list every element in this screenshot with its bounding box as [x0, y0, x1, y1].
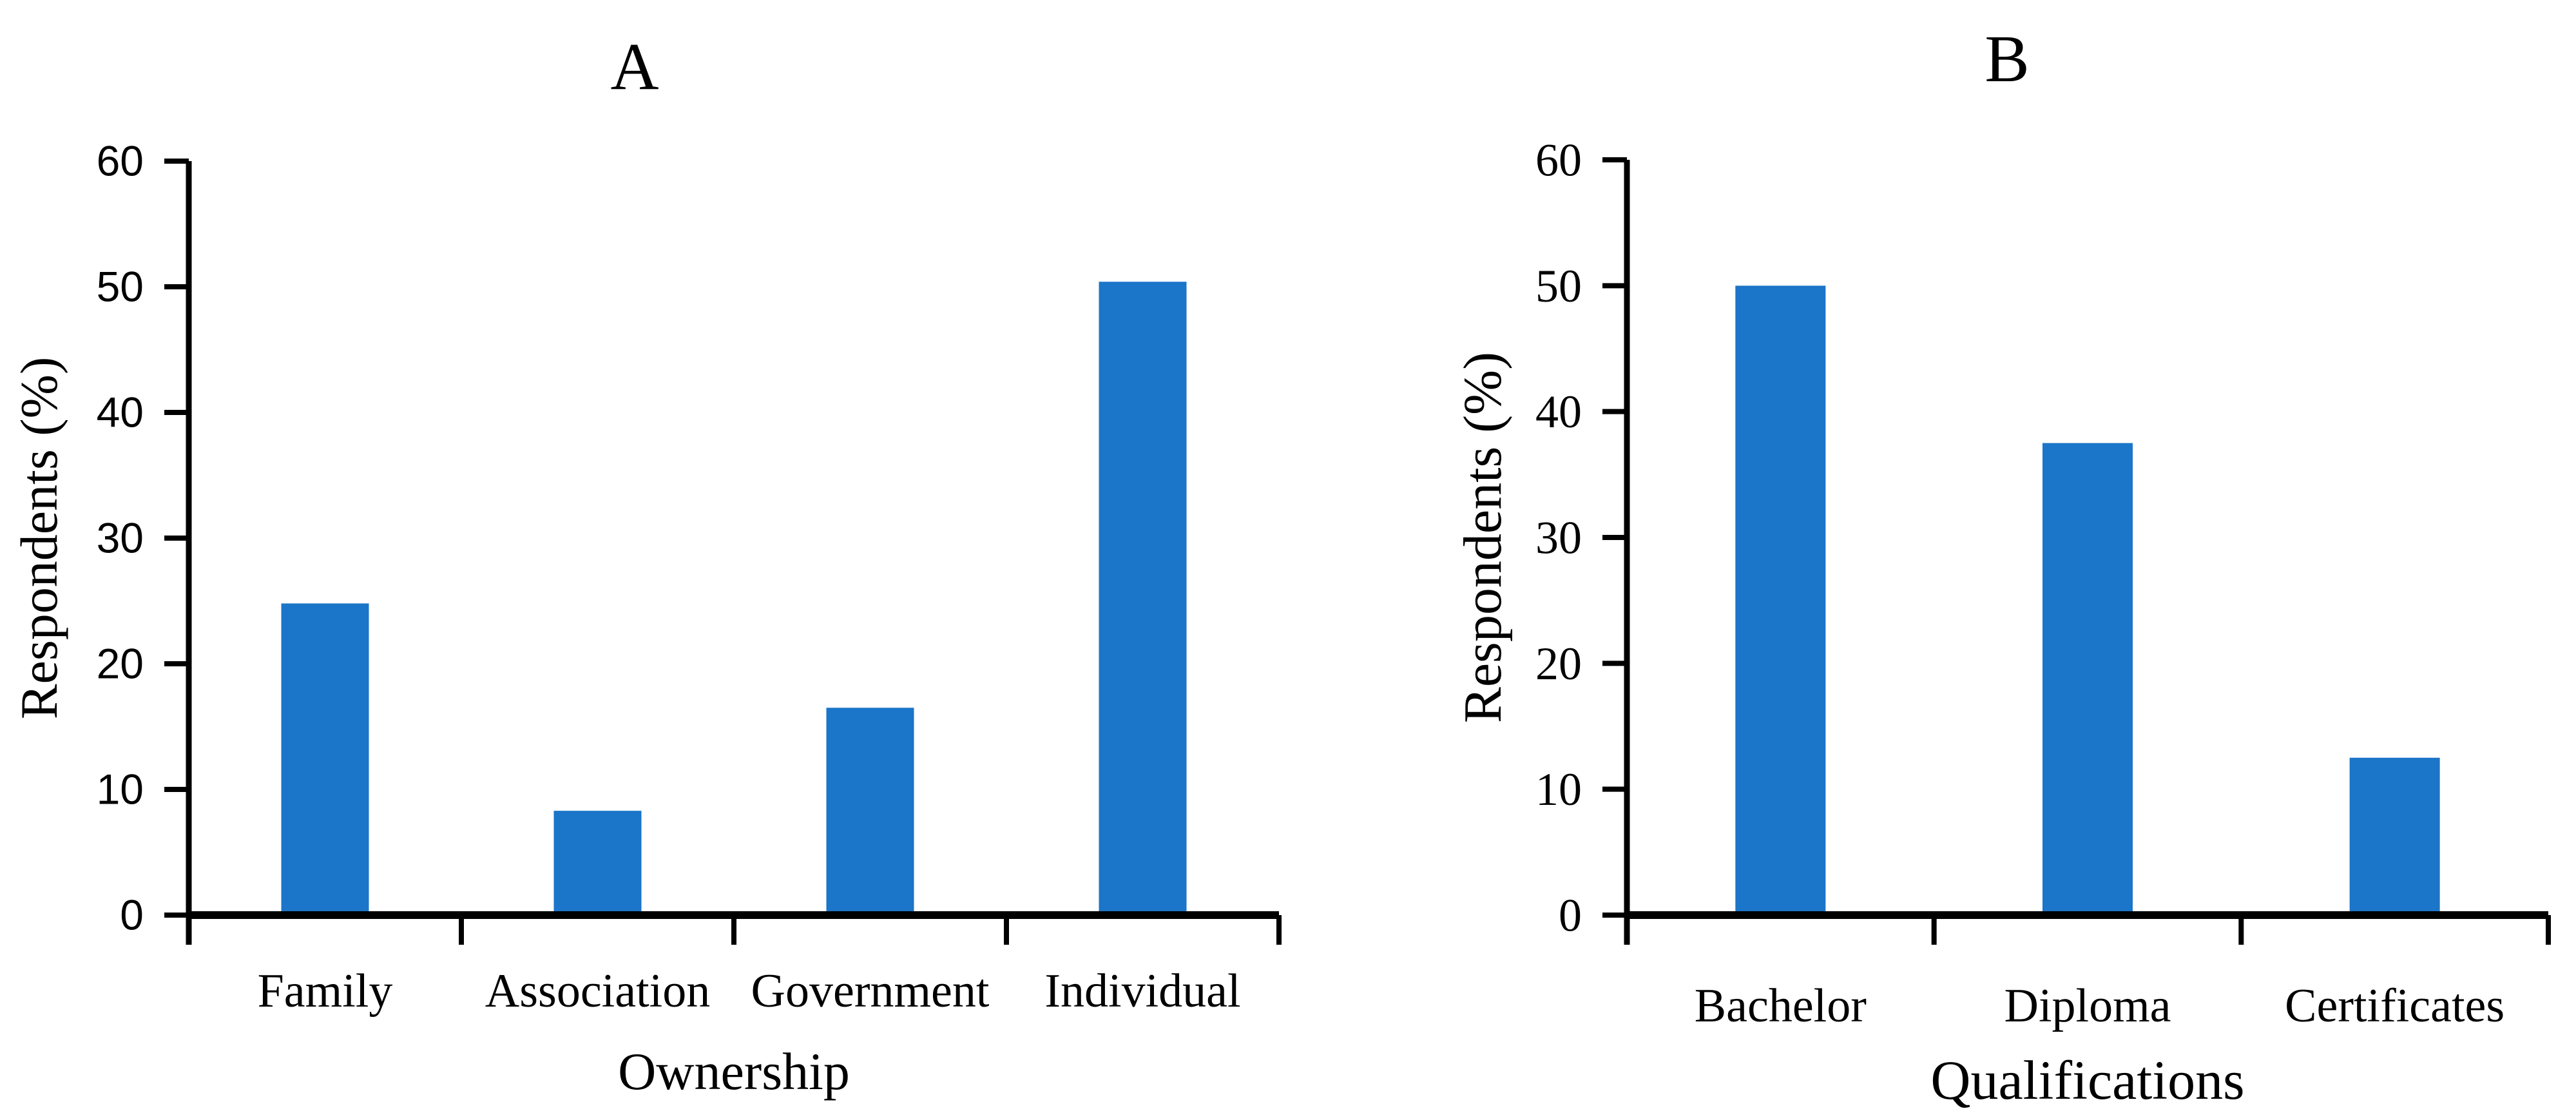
y-axis-title: Respondents (%): [1453, 352, 1513, 723]
y-tick-label: 50: [97, 262, 144, 310]
bar-chart-b: B 0 10 20 30 40 50 60 Bachelor Diploma Certificate…: [1453, 22, 2551, 1111]
y-tick-label: 20: [97, 639, 144, 687]
bar-certificates: [2349, 757, 2440, 915]
y-tick-label: 30: [1535, 512, 1582, 563]
category-label-government: Government: [751, 965, 990, 1018]
category-label-individual: Individual: [1044, 965, 1240, 1018]
y-tick-label: 0: [120, 891, 144, 938]
bar-chart-a: A 0 10 20 30 40 50 60 Family Association Governmen…: [10, 30, 1282, 1101]
panel-title-a: A: [610, 30, 658, 104]
y-tick-label: 60: [1535, 134, 1582, 186]
chart-panel-a: A 0 10 20 30 40 50 60 Family Association Governmen…: [10, 30, 1282, 1101]
bar-individual: [1099, 282, 1187, 915]
bar-association: [553, 811, 642, 915]
y-axis-title: Respondents (%): [10, 357, 68, 720]
y-tick-label: 10: [1535, 764, 1582, 815]
y-tick-label: 30: [97, 514, 144, 561]
y-tick-label: 0: [1559, 889, 1582, 941]
bar-diploma: [2043, 443, 2133, 915]
category-label-certificates: Certificates: [2285, 980, 2504, 1032]
bar-family: [281, 603, 369, 915]
category-label-association: Association: [485, 965, 710, 1018]
bar-government: [826, 708, 914, 915]
y-tick-label: 10: [97, 765, 144, 813]
x-axis-title: Qualifications: [1930, 1049, 2244, 1111]
y-tick-label: 60: [97, 137, 144, 184]
y-tick-label: 40: [97, 388, 144, 436]
category-label-family: Family: [258, 965, 393, 1018]
x-axis-title: Ownership: [618, 1042, 850, 1101]
y-tick-label: 40: [1535, 386, 1582, 438]
category-label-diploma: Diploma: [2004, 980, 2171, 1032]
bar-bachelor: [1735, 285, 1826, 915]
panel-title-b: B: [1985, 22, 2029, 96]
y-tick-label: 50: [1535, 260, 1582, 312]
y-tick-label: 20: [1535, 638, 1582, 690]
category-label-bachelor: Bachelor: [1695, 980, 1867, 1032]
chart-panel-b: B 0 10 20 30 40 50 60 Bachelor Diploma Certificate…: [1288, 0, 2576, 1111]
